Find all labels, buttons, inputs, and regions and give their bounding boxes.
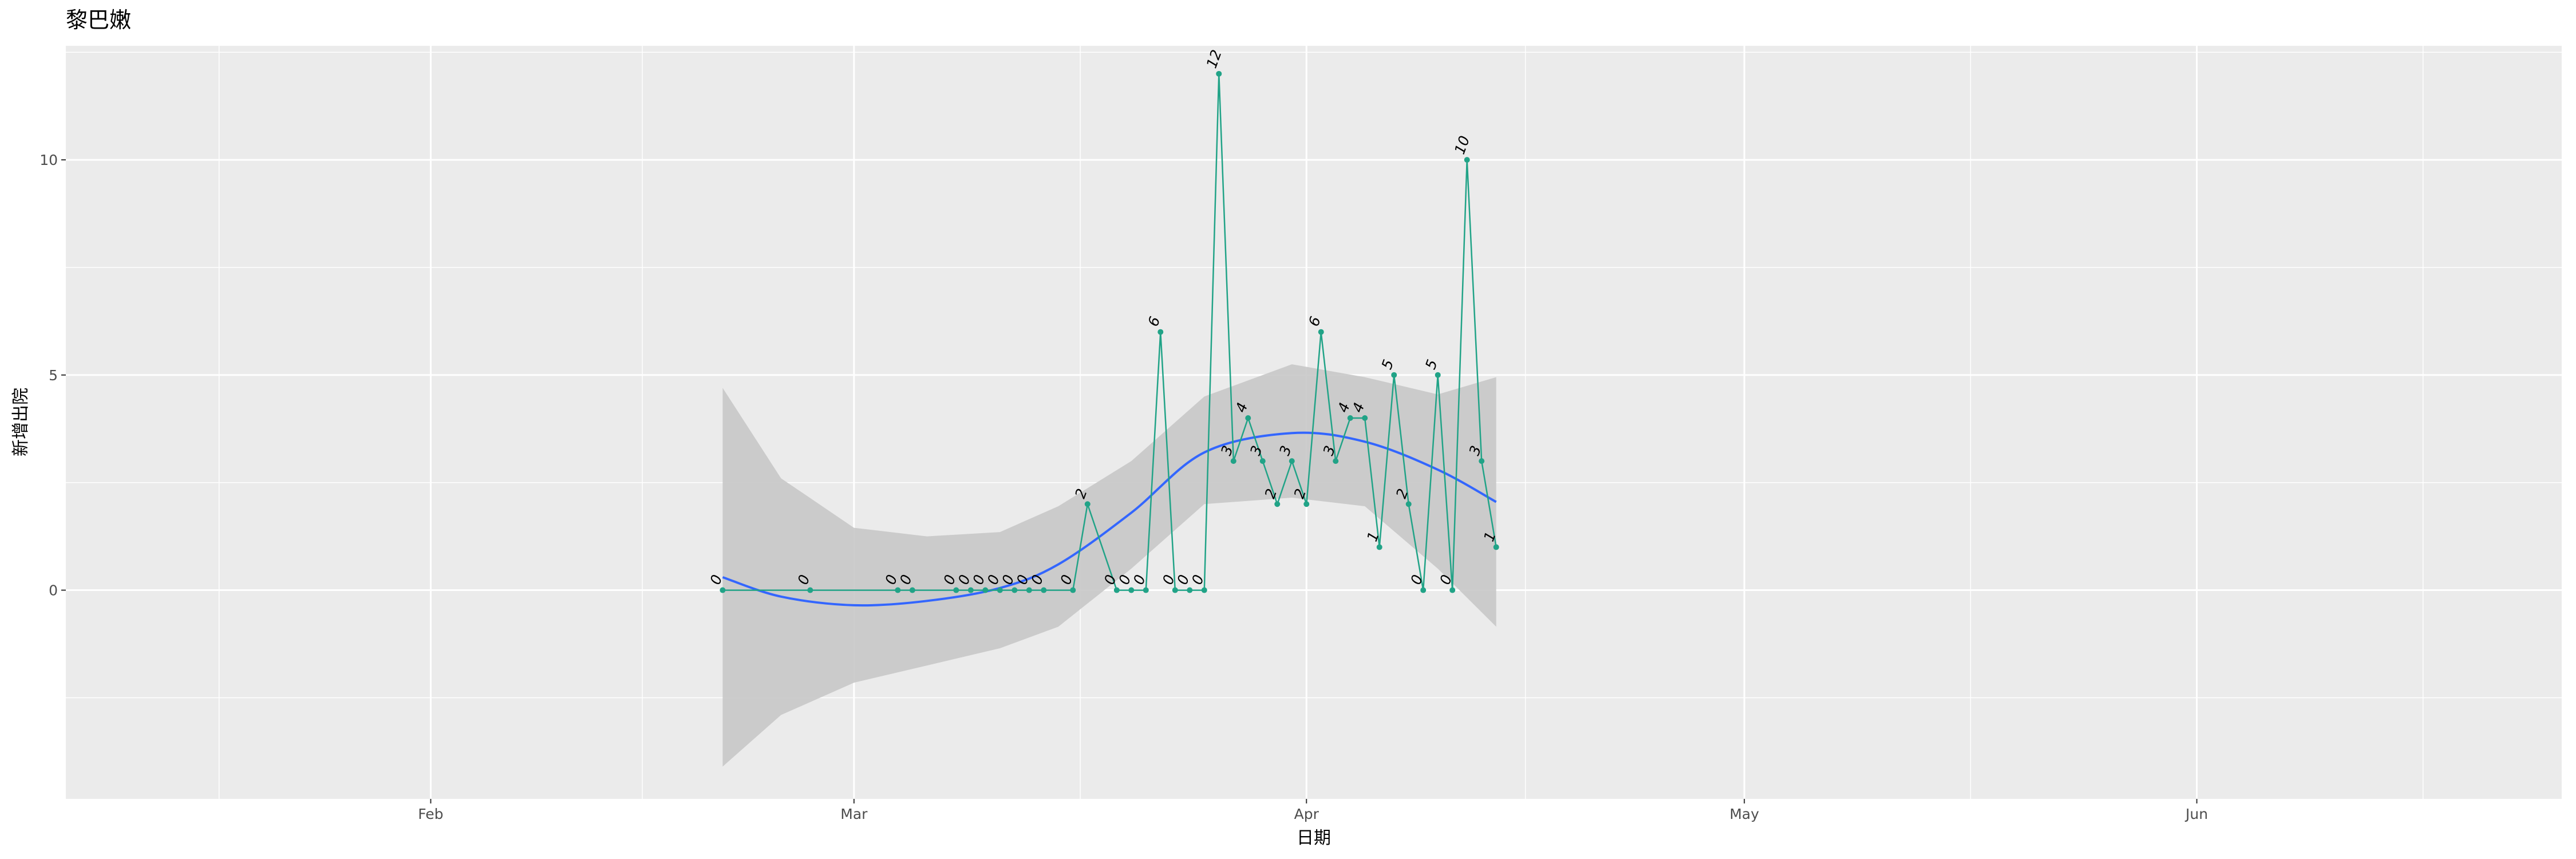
data-point [720,587,726,593]
data-point [1113,587,1120,593]
x-tick-label: Mar [840,806,868,822]
x-tick-label: May [1729,806,1759,822]
data-point [1362,415,1368,421]
y-axis: 0 5 10 [39,152,66,599]
data-point [1289,458,1295,464]
data-point [1274,501,1281,507]
data-point [1449,587,1456,593]
data-point [1303,501,1310,507]
data-point [807,587,813,593]
data-point [967,587,974,593]
x-tick-label: Feb [418,806,443,822]
data-point [1230,458,1236,464]
data-point [1084,501,1091,507]
data-point [1187,587,1193,593]
data-point [1391,372,1397,378]
data-point [1464,157,1470,163]
data-point [1333,458,1339,464]
y-tick-label: 10 [39,152,58,168]
data-point [895,587,901,593]
data-point [1172,587,1178,593]
x-axis: Feb Mar Apr May Jun [418,799,2208,822]
data-point [1041,587,1047,593]
data-point [1435,372,1441,378]
data-point [1143,587,1149,593]
data-point [1347,415,1353,421]
data-point [1493,544,1499,550]
confidence-band [722,364,1496,767]
series-line [722,73,1497,591]
confidence-band-area [722,364,1496,767]
x-tick-label: Apr [1294,806,1319,822]
data-point [1157,329,1164,335]
data-point [909,587,915,593]
data-point [1012,587,1018,593]
data-point [997,587,1003,593]
data-point [1026,587,1032,593]
data-point [1405,501,1412,507]
data-point [1259,458,1266,464]
data-point [953,587,959,593]
data-point [1201,587,1207,593]
x-tick-label: Jun [2184,806,2208,822]
x-axis-title: 日期 [1297,828,1331,848]
data-point [982,587,989,593]
data-point [1479,458,1485,464]
data-point [1128,587,1135,593]
series-polyline [722,73,1497,591]
data-point [1318,329,1324,335]
y-tick-label: 5 [49,367,58,384]
grid [66,46,2562,799]
data-point [1216,70,1222,77]
chart-title: 黎巴嫩 [66,7,131,33]
data-point [1070,587,1076,593]
data-points [720,70,1499,593]
data-point [1376,544,1382,550]
data-point [1245,415,1251,421]
y-tick-label: 0 [49,582,58,599]
data-point [1420,587,1427,593]
y-axis-title: 新增出院 [11,388,31,456]
